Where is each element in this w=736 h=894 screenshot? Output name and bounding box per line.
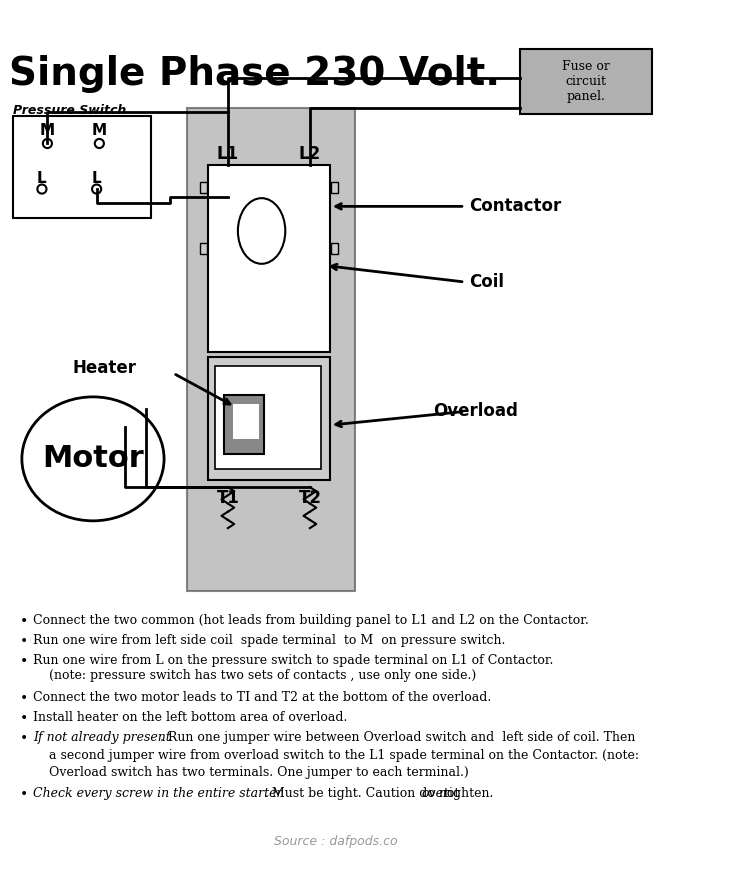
- Text: M: M: [92, 123, 107, 139]
- Text: Connect the two motor leads to TI and T2 at the bottom of the overload.: Connect the two motor leads to TI and T2…: [33, 691, 491, 704]
- Text: L1: L1: [217, 146, 239, 164]
- Text: over: over: [421, 787, 449, 800]
- Text: a second jumper wire from overload switch to the L1 spade terminal on the Contac: a second jumper wire from overload switc…: [33, 748, 639, 762]
- Bar: [208, 357, 330, 480]
- Text: M: M: [40, 123, 55, 139]
- Bar: [233, 404, 259, 439]
- Text: •: •: [20, 712, 28, 725]
- Text: Motor: Motor: [42, 444, 144, 473]
- Bar: [208, 165, 330, 352]
- Text: Connect the two common (hot leads from building panel to L1 and L2 on the Contac: Connect the two common (hot leads from b…: [33, 614, 589, 627]
- Text: Run one wire from L on the pressure switch to spade terminal on L1 of Contactor.: Run one wire from L on the pressure swit…: [33, 654, 553, 682]
- Bar: [224, 395, 264, 454]
- Bar: [520, 48, 651, 114]
- Text: •: •: [20, 634, 28, 648]
- Text: •: •: [20, 787, 28, 801]
- Bar: [331, 243, 338, 254]
- Text: Fuse or
circuit
panel.: Fuse or circuit panel.: [562, 60, 609, 103]
- Text: . Run one jumper wire between Overload switch and  left side of coil. Then: . Run one jumper wire between Overload s…: [160, 731, 635, 745]
- Text: Run one wire from left side coil  spade terminal  to M  on pressure switch.: Run one wire from left side coil spade t…: [33, 634, 505, 647]
- Bar: [13, 116, 152, 218]
- Bar: [199, 181, 207, 193]
- Ellipse shape: [238, 198, 286, 264]
- Text: •: •: [20, 654, 28, 668]
- Text: If not already present: If not already present: [33, 731, 171, 745]
- Text: Check every screw in the entire starter: Check every screw in the entire starter: [33, 787, 283, 800]
- Text: tighten.: tighten.: [440, 787, 494, 800]
- Bar: [331, 181, 338, 193]
- Text: T1: T1: [216, 489, 239, 507]
- Bar: [199, 243, 207, 254]
- Text: T2: T2: [298, 489, 322, 507]
- Ellipse shape: [22, 397, 164, 521]
- Text: Heater: Heater: [73, 358, 137, 376]
- Text: Pressure Switch: Pressure Switch: [13, 105, 126, 117]
- Text: L: L: [37, 171, 47, 186]
- Text: •: •: [20, 614, 28, 628]
- Text: Coil: Coil: [470, 273, 504, 291]
- Bar: [215, 366, 321, 468]
- Text: Overload switch has two terminals. One jumper to each terminal.): Overload switch has two terminals. One j…: [33, 766, 469, 779]
- Text: L: L: [92, 171, 102, 186]
- Text: Contactor: Contactor: [470, 198, 562, 215]
- Text: •: •: [20, 731, 28, 746]
- Text: •: •: [20, 691, 28, 705]
- Text: Source : dafpods.co: Source : dafpods.co: [274, 835, 397, 848]
- Bar: [187, 108, 355, 591]
- Text: Install heater on the left bottom area of overload.: Install heater on the left bottom area o…: [33, 712, 347, 724]
- Text: L2: L2: [299, 146, 321, 164]
- Text: Single Phase 230 Volt.: Single Phase 230 Volt.: [9, 55, 500, 93]
- Text: Overload: Overload: [433, 402, 518, 420]
- Text: . Must be tight. Caution do not: . Must be tight. Caution do not: [264, 787, 464, 800]
